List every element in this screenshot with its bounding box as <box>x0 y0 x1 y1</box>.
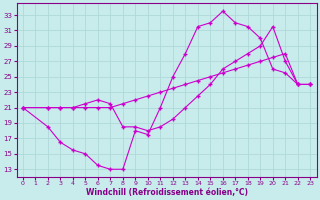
X-axis label: Windchill (Refroidissement éolien,°C): Windchill (Refroidissement éolien,°C) <box>85 188 248 197</box>
